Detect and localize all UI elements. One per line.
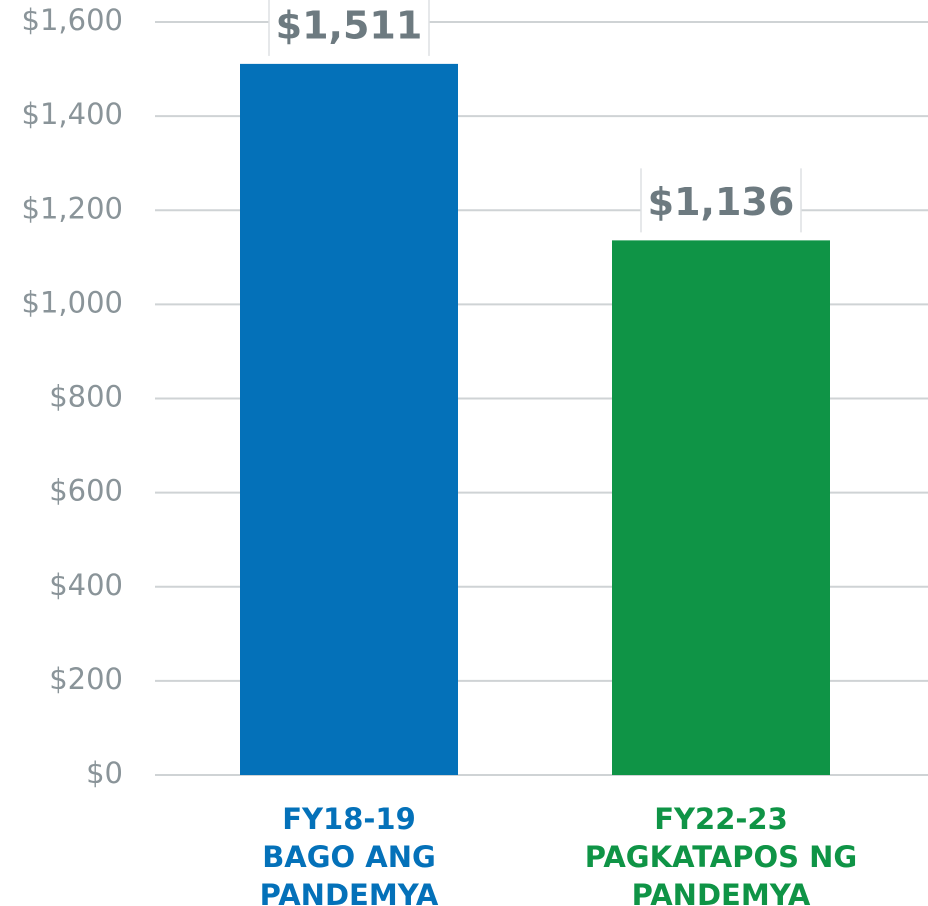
y-tick-label: $1,200 xyxy=(22,191,123,225)
y-tick-label: $0 xyxy=(86,756,123,790)
y-tick-label: $1,400 xyxy=(22,97,123,131)
y-tick-label: $400 xyxy=(49,568,123,602)
bar xyxy=(612,240,830,775)
y-tick-label: $200 xyxy=(49,662,123,696)
y-tick-label: $1,000 xyxy=(22,285,123,319)
label-box xyxy=(269,0,429,56)
value-label: $1,511 xyxy=(276,3,423,47)
y-tick-label: $1,600 xyxy=(22,3,123,37)
bar xyxy=(240,63,458,776)
y-tick-label: $600 xyxy=(49,474,123,508)
value-label: $1,136 xyxy=(648,180,795,224)
label-box xyxy=(641,168,801,233)
y-tick-label: $800 xyxy=(49,380,123,414)
x-tick-label: FY18-19 BAGO ANG PANDEMYA xyxy=(259,802,439,906)
x-tick-label: FY22-23 PAGKATAPOS NG PANDEMYA xyxy=(584,802,858,906)
